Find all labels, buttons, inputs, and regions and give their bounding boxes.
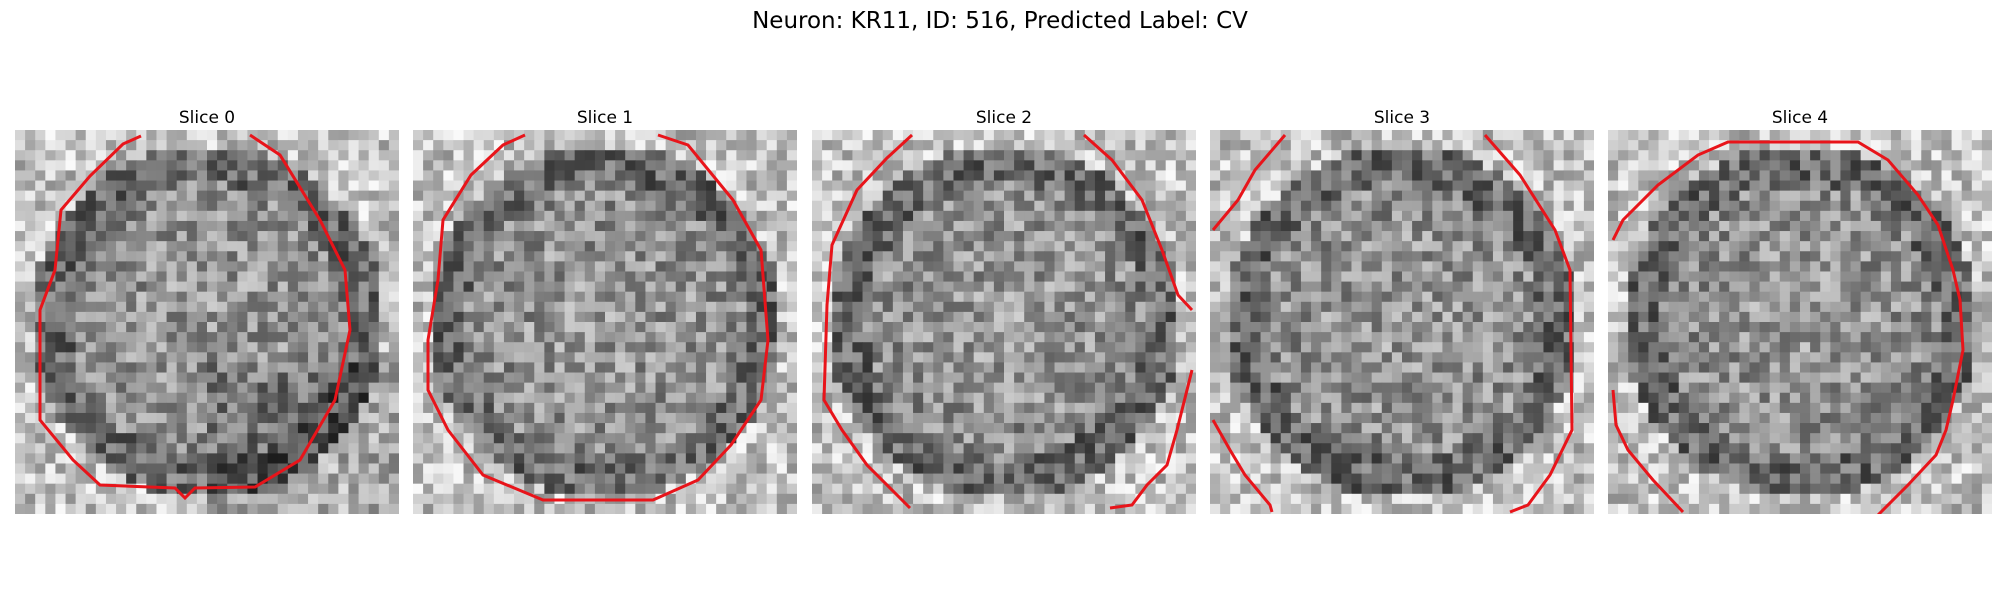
slice-title: Slice 2: [975, 108, 1033, 128]
slice-panel-4: Slice 4: [1608, 106, 1992, 514]
slice-panel-1: Slice 1: [413, 106, 797, 514]
roi-contour: [822, 133, 914, 510]
figure-title: Neuron: KR11, ID: 516, Predicted Label: …: [752, 8, 1248, 34]
slice-panel-2: Slice 2: [812, 106, 1196, 514]
slice-image-3: [1210, 130, 1594, 514]
roi-contour: [1483, 134, 1574, 514]
slice-title: Slice 3: [1373, 108, 1431, 128]
roi-contour: [426, 133, 770, 502]
noise-texture: [1210, 130, 1594, 514]
slice-image-4: [1608, 130, 1992, 514]
roi-contour: [1611, 140, 1965, 514]
slice-panel-3: Slice 3: [1210, 106, 1594, 514]
slice-title: Slice 0: [178, 108, 236, 128]
slice-image-2: [812, 130, 1196, 514]
slice-title: Slice 4: [1771, 108, 1829, 128]
noise-texture: [812, 130, 1196, 514]
noise-texture: [1608, 130, 1992, 514]
noise-texture: [413, 130, 797, 514]
roi-contour: [1211, 134, 1287, 231]
roi-contour: [1109, 369, 1194, 510]
slice-image-1: [413, 130, 797, 514]
slice-panel-0: Slice 0: [15, 106, 399, 514]
roi-contour: [38, 133, 352, 501]
roi-contour: [1611, 389, 1685, 514]
noise-texture: [15, 130, 399, 514]
roi-contour: [1083, 133, 1194, 312]
slice-title: Slice 1: [576, 108, 634, 128]
roi-contour: [1211, 419, 1274, 513]
slice-image-0: [15, 130, 399, 514]
